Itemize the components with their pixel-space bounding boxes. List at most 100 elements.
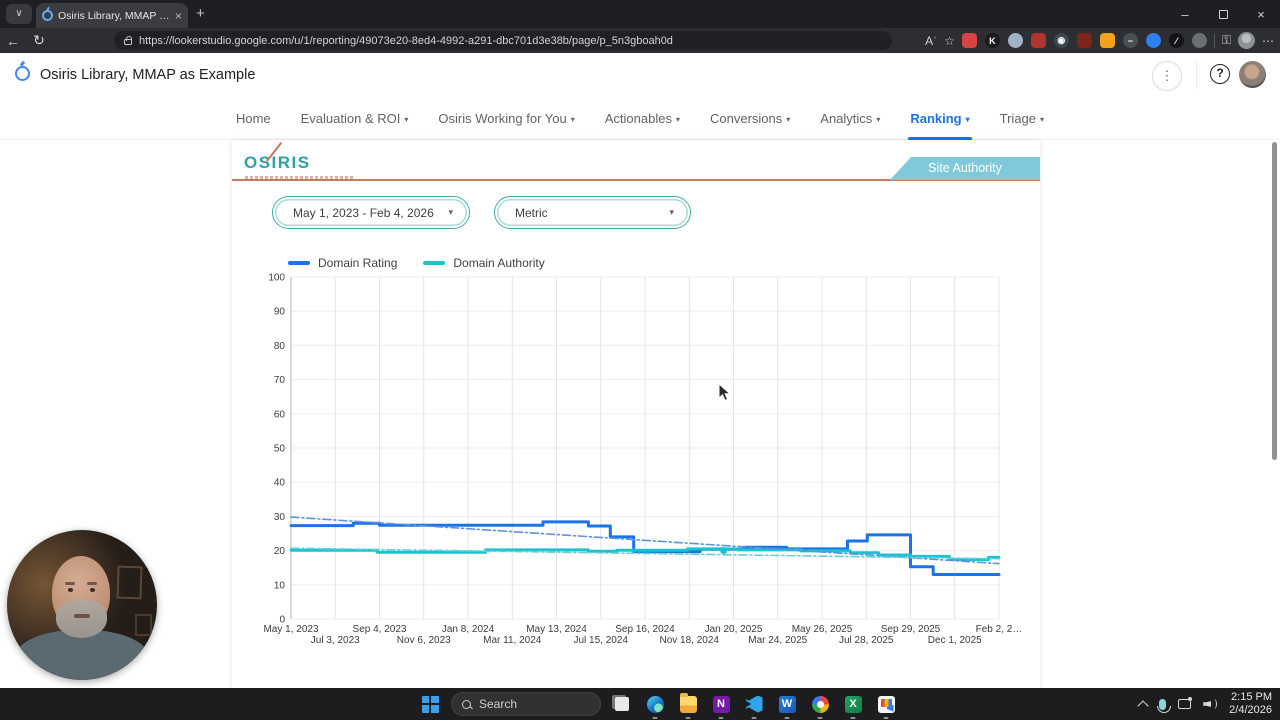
favorites-star-icon[interactable]: ☆: [944, 33, 955, 48]
webcam-overlay: [7, 530, 157, 680]
edge-taskbar-icon[interactable]: [643, 692, 667, 719]
x-axis-tick-label: Jul 3, 2023: [311, 635, 360, 646]
extensions-row: K ◉ − ⁄: [961, 33, 1207, 48]
nav-item-triage[interactable]: Triage ▾: [1000, 97, 1044, 140]
extension-k-circle-icon[interactable]: K: [984, 33, 1000, 48]
x-axis-tick-label: Feb 2, 2…: [976, 624, 1023, 635]
extension-gear-icon[interactable]: [1191, 33, 1207, 48]
taskview-taskbar-icon[interactable]: [610, 692, 634, 716]
highlighted-data-point: [720, 547, 728, 555]
snip-icon: [877, 695, 895, 713]
extension-red-2-icon[interactable]: [1030, 33, 1046, 48]
running-indicator: [883, 716, 889, 719]
microphone-icon[interactable]: [1156, 698, 1171, 713]
nav-item-osiris-working-for-you[interactable]: Osiris Working for You ▾: [438, 97, 574, 140]
m365-taskbar-icon[interactable]: [808, 692, 832, 719]
new-tab-button[interactable]: +: [196, 5, 205, 22]
x-axis-tick-label: Jan 20, 2025: [705, 624, 763, 635]
taskbar-search-box[interactable]: Search: [451, 692, 601, 716]
refresh-button[interactable]: ↻: [33, 32, 45, 48]
snip-taskbar-icon[interactable]: [874, 692, 898, 719]
tab-list-button[interactable]: ∨: [6, 4, 32, 24]
metric-filter[interactable]: Metric ▾: [494, 196, 691, 229]
nav-item-analytics[interactable]: Analytics ▾: [820, 97, 880, 140]
header-divider: [1196, 61, 1197, 89]
start-taskbar-icon[interactable]: [418, 692, 442, 716]
volume-icon[interactable]: [1203, 698, 1218, 710]
legend-label: Domain Authority: [453, 256, 545, 270]
help-icon[interactable]: ?: [1210, 64, 1230, 84]
word-icon: W: [778, 695, 796, 713]
chevron-down-icon: ▾: [675, 114, 680, 124]
x-axis-tick-label: Nov 18, 2024: [660, 635, 720, 646]
extension-eye-icon[interactable]: ◉: [1053, 33, 1069, 48]
nav-item-label: Ranking: [910, 110, 962, 126]
nav-item-evaluation-roi[interactable]: Evaluation & ROI ▾: [301, 97, 409, 140]
onenote-icon: N: [712, 695, 730, 713]
x-axis-tick-label: Mar 11, 2024: [483, 635, 542, 646]
extension-dmca-icon[interactable]: [1076, 33, 1092, 48]
nav-item-label: Osiris Working for You: [438, 110, 567, 126]
nav-item-label: Home: [235, 110, 271, 126]
nav-item-conversions[interactable]: Conversions ▾: [710, 97, 790, 140]
extension-slash-circle-icon[interactable]: ⁄: [1168, 33, 1184, 48]
restore-icon: [1218, 9, 1228, 19]
restore-button[interactable]: [1204, 0, 1242, 28]
close-button[interactable]: ×: [1257, 6, 1265, 22]
taskbar-clock[interactable]: 2:15 PM 2/4/2026: [1229, 691, 1272, 717]
more-options-button[interactable]: ⋮: [1152, 61, 1182, 91]
legend-swatch-blue: [288, 261, 310, 265]
looker-studio-logo-icon: [15, 66, 30, 81]
x-axis-tick-label: May 1, 2023: [263, 624, 318, 635]
y-axis-tick-label: 80: [274, 341, 286, 352]
extension-red-icon[interactable]: [961, 33, 977, 48]
vscode-taskbar-icon[interactable]: [742, 692, 766, 719]
back-button[interactable]: ←: [6, 32, 20, 49]
word-taskbar-icon[interactable]: W: [775, 692, 799, 719]
extension-dash-circle-icon[interactable]: −: [1122, 33, 1138, 48]
x-axis-tick-label: May 13, 2024: [526, 624, 587, 635]
onenote-taskbar-icon[interactable]: N: [709, 692, 733, 719]
nav-item-ranking[interactable]: Ranking ▾: [908, 97, 972, 140]
chevron-down-icon: ▾: [1040, 114, 1045, 124]
browser-profile-avatar[interactable]: [1238, 32, 1255, 49]
extension-bolt-icon[interactable]: [1099, 33, 1115, 48]
user-avatar[interactable]: [1239, 61, 1266, 88]
y-axis-tick-label: 0: [279, 615, 285, 626]
address-bar[interactable]: https://lookerstudio.google.com/u/1/repo…: [114, 31, 892, 50]
running-indicator: [652, 716, 658, 719]
tray-chevron-up-icon[interactable]: [1137, 700, 1149, 712]
extension-blue-circle-icon[interactable]: [1145, 33, 1161, 48]
chevron-down-icon: ▾: [786, 114, 791, 124]
extension-link-icon[interactable]: [1007, 33, 1023, 48]
excel-taskbar-icon[interactable]: X: [841, 692, 865, 719]
nav-item-home[interactable]: Home: [236, 97, 271, 140]
tab-close-icon[interactable]: ×: [174, 8, 182, 23]
nav-item-label: Analytics: [820, 110, 873, 126]
chevron-down-icon: ▾: [669, 207, 674, 217]
explorer-taskbar-icon[interactable]: [676, 692, 700, 719]
browser-menu-icon[interactable]: ⋯: [1262, 33, 1274, 48]
webcam-person-eye: [90, 588, 95, 592]
x-axis-tick-label: Nov 6, 2023: [397, 635, 451, 646]
taskbar-center: Search N W X: [418, 688, 898, 720]
x-axis-tick-label: Jul 15, 2024: [574, 635, 629, 646]
password-key-icon[interactable]: ⚿: [1221, 33, 1231, 47]
date-range-filter[interactable]: May 1, 2023 - Feb 4, 2026 ▾: [272, 196, 470, 229]
lock-icon: [124, 36, 132, 45]
scrollbar-thumb[interactable]: [1272, 142, 1277, 460]
read-aloud-icon[interactable]: Aʾ: [925, 33, 938, 48]
taskview-icon: [615, 697, 629, 711]
running-indicator: [850, 716, 856, 719]
url-text: https://lookerstudio.google.com/u/1/repo…: [139, 34, 673, 47]
webcam-person-beard: [56, 600, 107, 638]
nav-item-actionables[interactable]: Actionables ▾: [605, 97, 680, 140]
chart-legend: Domain Rating Domain Authority: [288, 256, 545, 270]
minimize-button[interactable]: –: [1181, 6, 1189, 22]
browser-tab[interactable]: Osiris Library, MMAP as Example ×: [36, 3, 188, 28]
toolbar-right-icons: Aʾ ☆ K ◉ − ⁄ ⚿ ⋯: [925, 28, 1274, 53]
mouse-cursor: [718, 383, 732, 402]
chevron-down-icon: ▾: [404, 114, 409, 124]
network-icon[interactable]: [1178, 697, 1193, 709]
